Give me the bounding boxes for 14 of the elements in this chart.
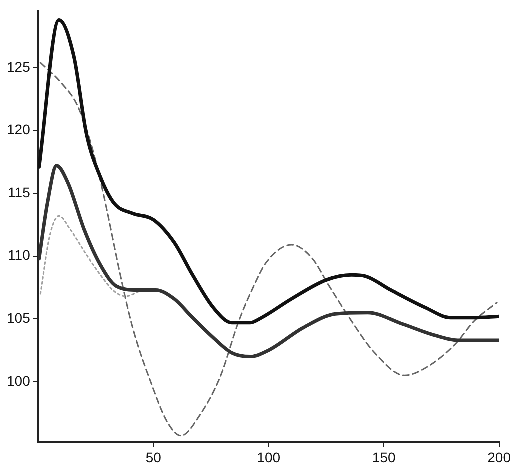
line-series bbox=[38, 164, 500, 359]
y-tick-label: 105 bbox=[7, 310, 31, 326]
y-tick-label: 120 bbox=[7, 122, 31, 138]
y-tick-label: 100 bbox=[7, 372, 31, 389]
line-series bbox=[40, 62, 498, 437]
x-tick-label: 50 bbox=[146, 449, 162, 466]
x-tick-label: 100 bbox=[257, 449, 281, 466]
line-series bbox=[38, 18, 500, 325]
y-tick-label: 125 bbox=[7, 58, 31, 75]
x-tick-label: 200 bbox=[488, 449, 512, 466]
x-tick-label: 150 bbox=[372, 449, 396, 466]
y-tick-label: 110 bbox=[8, 247, 31, 264]
y-tick-label: 115 bbox=[8, 184, 31, 200]
line-series bbox=[40, 215, 141, 298]
